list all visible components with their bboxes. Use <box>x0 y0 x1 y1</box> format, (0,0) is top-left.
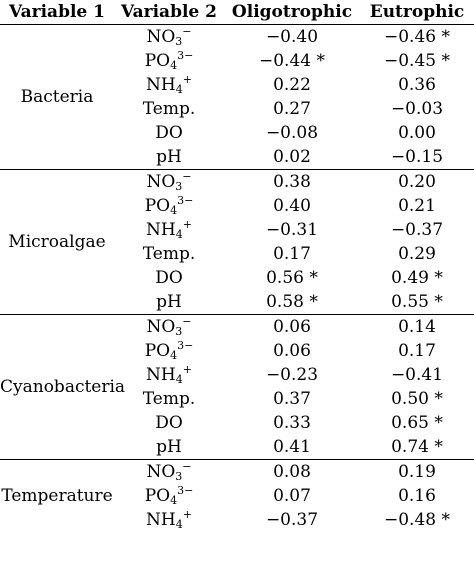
table-row: NH4+ −0.31 −0.37 <box>0 218 474 242</box>
table-row: pH 0.02 −0.15 <box>0 145 474 170</box>
oligotrophic-cell: 0.33 <box>273 413 311 433</box>
eutrophic-cell: 0.55 * <box>391 292 443 312</box>
table-row: Bacteria NO3− −0.40 −0.46 * <box>0 24 474 170</box>
eutrophic-cell: 0.20 <box>360 169 474 194</box>
table-row: pH 0.58 * 0.55 * <box>0 290 474 315</box>
correlation-table: Variable 1 Variable 2 Oligotrophic Eutro… <box>0 0 474 532</box>
oligotrophic-cell: 0.58 * <box>266 292 318 312</box>
variable-2-cell: PO43− <box>144 484 194 507</box>
oligotrophic-cell: 0.08 <box>224 459 360 484</box>
oligotrophic-cell: −0.08 <box>265 123 319 143</box>
eutrophic-cell: −0.41 <box>390 365 444 385</box>
oligotrophic-cell: 0.07 <box>273 486 311 506</box>
oligotrophic-cell: 0.56 * <box>266 268 318 288</box>
oligotrophic-cell: 0.22 <box>273 75 311 95</box>
table-row: Temp. 0.27 −0.03 <box>0 97 474 121</box>
eutrophic-cell: 0.21 <box>398 196 436 216</box>
variable-2-cell: pH <box>156 437 182 457</box>
eutrophic-cell: −0.46 * <box>360 24 474 49</box>
eutrophic-cell: 0.65 * <box>391 413 443 433</box>
table-row: PO43− 0.40 0.21 <box>0 194 474 218</box>
variable-2-cell: PO43− <box>144 194 194 217</box>
table-row: DO −0.08 0.00 <box>0 121 474 145</box>
table-row: DO 0.56 * 0.49 * <box>0 266 474 290</box>
header-variable-2: Variable 2 <box>121 2 217 22</box>
table-row: Temp. 0.17 0.29 <box>0 242 474 266</box>
eutrophic-cell: 0.17 <box>398 341 436 361</box>
table-body: Bacteria NO3− −0.40 −0.46 * PO43− −0.44 * −0.4… <box>0 24 474 532</box>
variable-2-cell: PO43− <box>144 49 194 72</box>
header-eutrophic: Eutrophic <box>369 2 465 22</box>
table-row: PO43− −0.44 * −0.45 * <box>0 49 474 73</box>
eutrophic-cell: 0.36 <box>398 75 436 95</box>
table-row: PO43− 0.06 0.17 <box>0 339 474 363</box>
oligotrophic-cell: −0.37 <box>265 510 319 530</box>
oligotrophic-cell: 0.06 <box>273 341 311 361</box>
variable-2-cell: pH <box>156 147 182 167</box>
variable-2-cell: pH <box>156 292 182 312</box>
oligotrophic-cell: −0.23 <box>265 365 319 385</box>
variable-2-cell: NH4+ <box>146 218 192 241</box>
eutrophic-cell: −0.37 <box>390 220 444 240</box>
oligotrophic-cell: 0.41 <box>273 437 311 457</box>
variable-2-cell: NH4+ <box>146 73 192 96</box>
variable-2-cell: DO <box>155 123 183 143</box>
header-oligotrophic: Oligotrophic <box>231 2 353 22</box>
eutrophic-cell: 0.29 <box>398 244 436 264</box>
table-row: NH4+ 0.22 0.36 <box>0 73 474 97</box>
table-row: DO 0.33 0.65 * <box>0 411 474 435</box>
table-row: Temp. 0.37 0.50 * <box>0 387 474 411</box>
eutrophic-cell: 0.19 <box>360 459 474 484</box>
eutrophic-cell: −0.48 * <box>384 510 450 530</box>
variable-2-cell: Temp. <box>142 389 196 409</box>
variable-2-cell: Temp. <box>142 99 196 119</box>
group-label: Microalgae <box>0 169 114 315</box>
variable-2-cell: NH4+ <box>146 363 192 386</box>
table-row: Temperature NO3− 0.08 0.19 <box>0 459 474 532</box>
table-row: NH4+ −0.23 −0.41 <box>0 363 474 387</box>
eutrophic-cell: 0.00 <box>398 123 436 143</box>
eutrophic-cell: 0.50 * <box>391 389 443 409</box>
table-row: pH 0.41 0.74 * <box>0 435 474 460</box>
variable-2-cell: Temp. <box>142 244 196 264</box>
table-header: Variable 1 Variable 2 Oligotrophic Eutro… <box>0 0 474 25</box>
variable-2-cell: NH4+ <box>146 508 192 531</box>
variable-2-cell: NO3− <box>114 314 224 339</box>
variable-2-cell: NO3− <box>114 169 224 194</box>
oligotrophic-cell: −0.40 <box>224 24 360 49</box>
oligotrophic-cell: 0.06 <box>224 314 360 339</box>
oligotrophic-cell: 0.27 <box>273 99 311 119</box>
table-row: NH4+ −0.37 −0.48 * <box>0 508 474 532</box>
table-row: Cyanobacteria NO3− 0.06 0.14 <box>0 314 474 460</box>
eutrophic-cell: 0.49 * <box>391 268 443 288</box>
variable-2-cell: NO3− <box>114 459 224 484</box>
variable-2-cell: PO43− <box>144 339 194 362</box>
oligotrophic-cell: 0.02 <box>273 147 311 167</box>
table-row: PO43− 0.07 0.16 <box>0 484 474 508</box>
variable-2-cell: DO <box>155 413 183 433</box>
eutrophic-cell: −0.15 <box>390 147 444 167</box>
oligotrophic-cell: 0.40 <box>273 196 311 216</box>
eutrophic-cell: 0.16 <box>398 486 436 506</box>
group-label: Bacteria <box>0 24 114 170</box>
variable-2-cell: NO3− <box>114 24 224 49</box>
group-label: Cyanobacteria <box>0 314 125 460</box>
group-label: Temperature <box>0 459 114 532</box>
oligotrophic-cell: −0.44 * <box>259 51 325 71</box>
oligotrophic-cell: 0.38 <box>224 169 360 194</box>
eutrophic-cell: −0.03 <box>390 99 444 119</box>
header-row: Variable 1 Variable 2 Oligotrophic Eutro… <box>0 0 474 25</box>
eutrophic-cell: −0.45 * <box>384 51 450 71</box>
header-variable-1: Variable 1 <box>9 2 105 22</box>
variable-2-cell: DO <box>155 268 183 288</box>
table-row: Microalgae NO3− 0.38 0.20 <box>0 169 474 315</box>
oligotrophic-cell: −0.31 <box>265 220 319 240</box>
oligotrophic-cell: 0.17 <box>273 244 311 264</box>
eutrophic-cell: 0.14 <box>360 314 474 339</box>
eutrophic-cell: 0.74 * <box>391 437 443 457</box>
oligotrophic-cell: 0.37 <box>273 389 311 409</box>
